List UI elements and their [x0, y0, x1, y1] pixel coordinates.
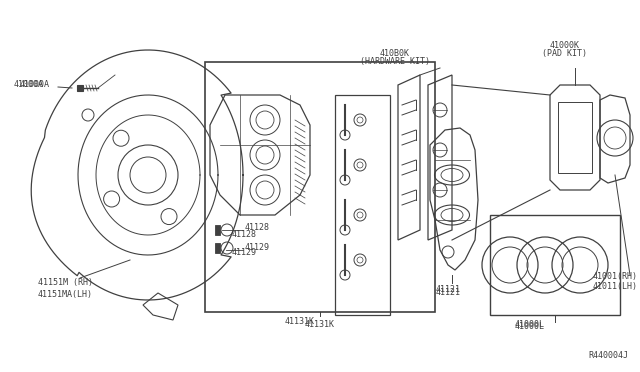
Text: 41121: 41121 [435, 288, 461, 297]
Text: 41129: 41129 [232, 247, 257, 257]
Text: 41001(RH): 41001(RH) [593, 272, 638, 281]
Text: 41011(LH): 41011(LH) [593, 282, 638, 291]
Text: 41000K: 41000K [550, 41, 580, 50]
Bar [205, 62, 435, 312]
Text: 41128: 41128 [232, 230, 257, 238]
Text: (HARDWARE KIT): (HARDWARE KIT) [360, 57, 430, 66]
Text: R440004J: R440004J [588, 351, 628, 360]
Text: 41000A: 41000A [14, 80, 44, 89]
Text: 41000L: 41000L [515, 320, 545, 329]
Text: 41128: 41128 [245, 222, 270, 231]
Text: (PAD KIT): (PAD KIT) [543, 49, 588, 58]
Bar [335, 95, 390, 315]
Text: 41129: 41129 [245, 243, 270, 251]
Text: 41121: 41121 [435, 285, 461, 294]
Text: 41151M (RH): 41151M (RH) [38, 278, 93, 287]
Text: 41131K: 41131K [305, 320, 335, 329]
Text: 410B0K: 410B0K [380, 49, 410, 58]
Text: 41000L: 41000L [515, 322, 545, 331]
Text: 41000A: 41000A [20, 80, 50, 89]
Polygon shape [215, 225, 220, 235]
Bar [490, 215, 620, 315]
Text: 41131K: 41131K [285, 317, 315, 326]
Text: 41151MA(LH): 41151MA(LH) [38, 290, 93, 299]
Polygon shape [77, 85, 83, 91]
Polygon shape [215, 243, 220, 253]
